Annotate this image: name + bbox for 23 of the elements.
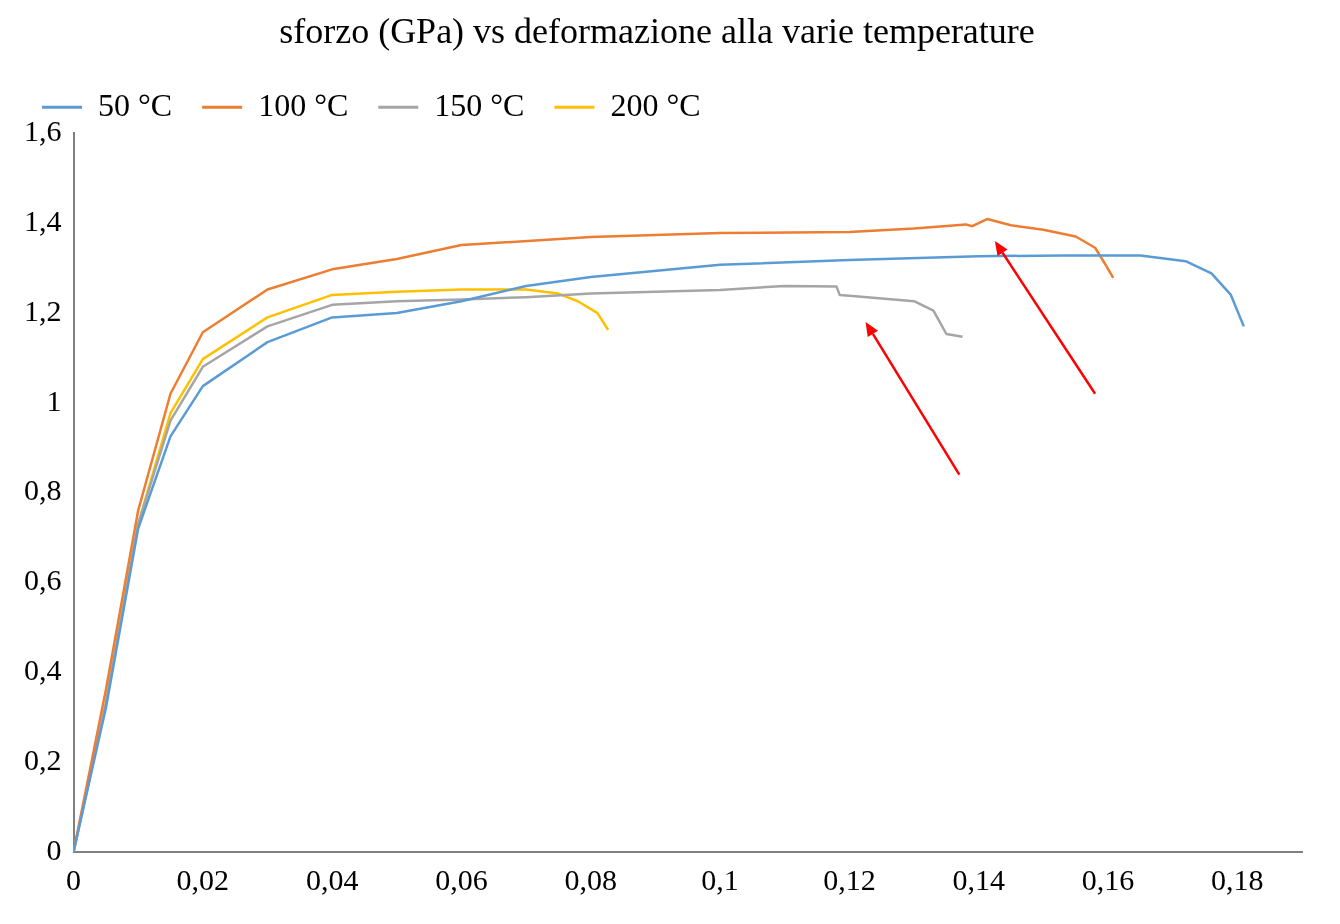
x-tick-label: 0,08: [564, 862, 618, 896]
x-tick-label: 0,14: [952, 862, 1005, 896]
y-tick-label: 0,2: [24, 743, 62, 777]
legend-label: 150 °C: [434, 86, 525, 123]
legend-label: 50 °C: [98, 86, 173, 123]
legend-label: 200 °C: [610, 86, 701, 123]
x-tick-label: 0,16: [1081, 862, 1135, 896]
x-tick-label: 0,12: [823, 862, 876, 896]
y-tick-label: 0,8: [24, 473, 62, 507]
y-tick-label: 0,4: [24, 653, 62, 687]
x-tick-label: 0,04: [305, 862, 359, 896]
chart-title: sforzo (GPa) vs deformazione alla varie temperature: [279, 11, 1035, 52]
y-tick-label: 1,6: [24, 114, 62, 148]
y-tick-label: 0,6: [24, 563, 62, 597]
y-tick-label: 1,4: [24, 203, 62, 237]
legend-label: 100 °C: [258, 86, 349, 123]
y-tick-label: 0: [46, 832, 62, 866]
x-tick-label: 0,02: [176, 862, 230, 896]
y-tick-label: 1: [46, 383, 62, 417]
x-tick-label: 0,1: [701, 862, 739, 896]
x-tick-label: 0,18: [1211, 862, 1264, 896]
x-tick-label: 0,06: [435, 862, 488, 896]
y-tick-label: 1,2: [24, 293, 62, 327]
